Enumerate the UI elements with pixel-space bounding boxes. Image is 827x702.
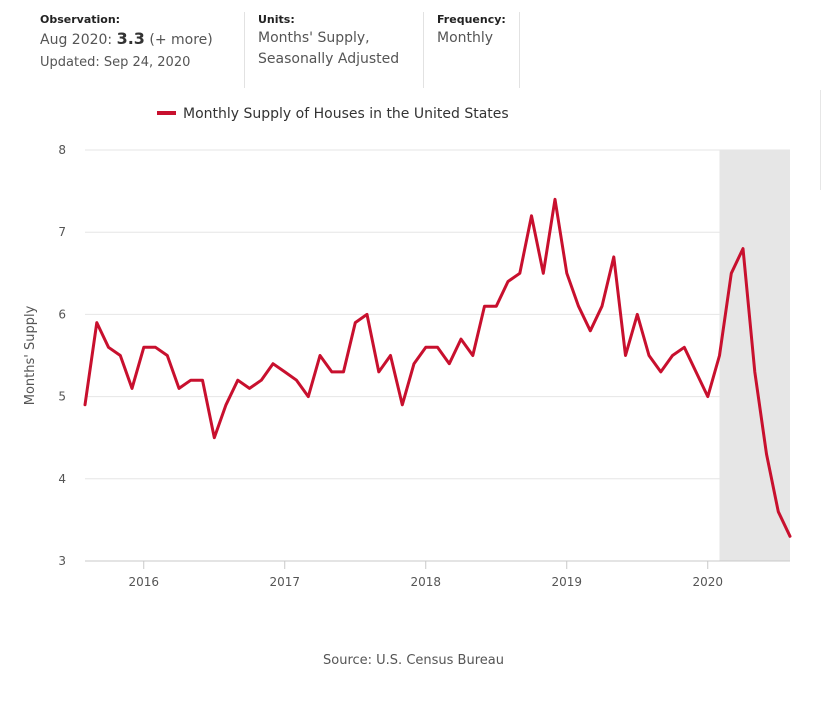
meta-divider (519, 12, 520, 88)
recession-band (719, 150, 790, 561)
updated-date: Updated: Sep 24, 2020 (40, 55, 191, 70)
legend[interactable]: Monthly Supply of Houses in the United S… (157, 106, 509, 122)
meta-divider (244, 12, 245, 88)
y-axis-label: Months' Supply (23, 305, 38, 405)
legend-label[interactable]: Monthly Supply of Houses in the United S… (183, 106, 509, 122)
grid-group (85, 149, 790, 562)
units-line1: Months' Supply, (258, 30, 370, 46)
series-group (83, 197, 792, 538)
chart-source: Source: U.S. Census Bureau (323, 653, 504, 668)
frequency-label: Frequency: (437, 13, 506, 26)
y-tick-label: 3 (58, 554, 66, 568)
x-tick-label: 2018 (410, 575, 441, 589)
observation-line: Aug 2020: 3.3 (+ more) (40, 28, 240, 51)
line-chart[interactable]: 3 4 5 6 7 8 2016 2017 2018 2019 2020 Months' Supply… (0, 90, 827, 630)
axes-group: 3 4 5 6 7 8 2016 2017 2018 2019 2020 Months' Supply (23, 143, 723, 589)
units-label: Units: (258, 13, 295, 26)
y-tick-label: 5 (58, 390, 66, 404)
observation-date: Aug 2020: (40, 32, 113, 48)
x-tick-label: 2016 (128, 575, 159, 589)
y-tick-label: 4 (58, 472, 66, 486)
right-edge-divider (820, 90, 821, 190)
y-tick-label: 8 (58, 143, 66, 157)
y-tick-label: 6 (58, 307, 66, 321)
x-tick-label: 2019 (551, 575, 582, 589)
recession-shading-group (719, 150, 790, 561)
units-block: Units: Months' Supply, Seasonally Adjust… (258, 12, 423, 70)
observation-more-link[interactable]: (+ more) (149, 32, 213, 48)
observation-value: 3.3 (116, 29, 145, 48)
frequency-block: Frequency: Monthly (437, 12, 517, 49)
x-tick-label: 2017 (269, 575, 300, 589)
observation-label: Observation: (40, 13, 121, 26)
y-tick-label: 7 (58, 225, 66, 239)
units-line2: Seasonally Adjusted (258, 51, 400, 67)
meta-divider (423, 12, 424, 88)
series-meta-header: Observation: Aug 2020: 3.3 (+ more) Upda… (0, 0, 827, 90)
series-line[interactable] (83, 197, 792, 538)
observation-block: Observation: Aug 2020: 3.3 (+ more) Upda… (40, 12, 240, 73)
x-tick-label: 2020 (692, 575, 723, 589)
frequency-value: Monthly (437, 30, 494, 46)
